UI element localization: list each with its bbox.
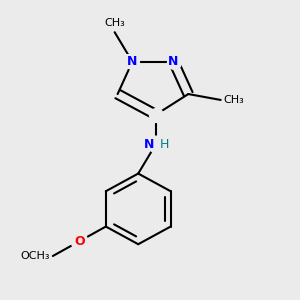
Text: CH₃: CH₃ (104, 18, 125, 28)
Text: N: N (168, 55, 179, 68)
Text: N: N (144, 138, 154, 151)
Text: N: N (127, 55, 137, 68)
Text: H: H (159, 138, 169, 151)
Text: O: O (74, 235, 85, 248)
Text: OCH₃: OCH₃ (20, 251, 50, 261)
Text: CH₃: CH₃ (224, 95, 244, 105)
